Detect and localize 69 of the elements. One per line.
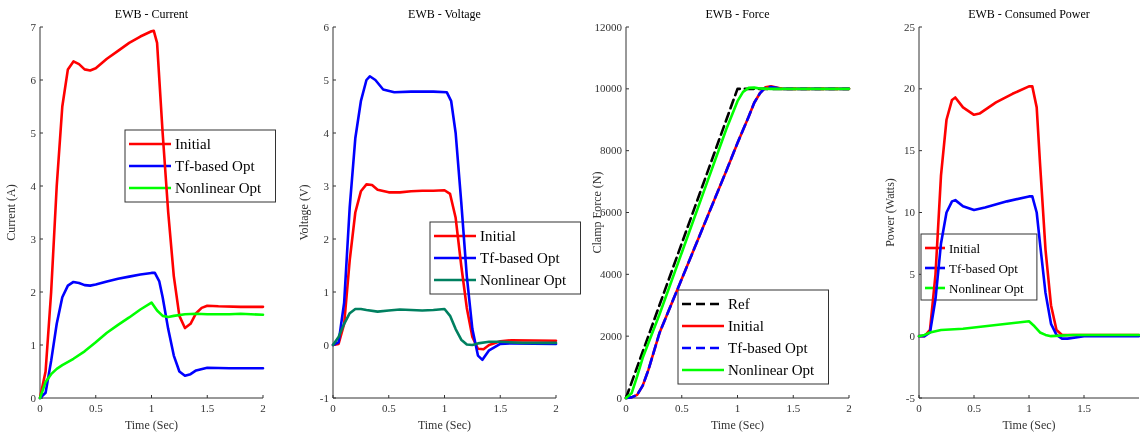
chart-title: EWB - Force: [705, 7, 770, 21]
y-tick-label: 3: [30, 232, 37, 245]
legend-label: Initial: [175, 136, 211, 153]
chart-title: EWB - Consumed Power: [968, 7, 1090, 21]
y-tick-label: 0: [909, 329, 916, 342]
x-tick-label: 1: [441, 402, 448, 414]
y-tick-label: 6000: [600, 206, 623, 219]
legend-label: Initial: [480, 228, 516, 245]
legend-label: Nonlinear Opt: [949, 280, 1025, 296]
y-tick-label: 10000: [594, 82, 623, 95]
y-tick-label: 2: [323, 232, 329, 245]
y-tick-label: 5: [323, 73, 330, 86]
legend-label: Tf-based Opt: [175, 158, 256, 175]
y-tick-label: 25: [904, 20, 916, 33]
legend-label: Initial: [728, 318, 764, 335]
x-tick-label: 0.5: [88, 402, 104, 414]
y-tick-label: 1: [30, 338, 36, 351]
legend-label: Tf-based Opt: [480, 250, 561, 267]
x-tick-label: 2: [260, 402, 266, 414]
legend-label: Tf-based Opt: [949, 260, 1019, 276]
legend-label: Initial: [949, 240, 981, 256]
y-tick-label: 10: [904, 206, 916, 219]
x-tick-label: 0.5: [967, 402, 982, 414]
x-tick-label: 1.5: [493, 402, 508, 414]
x-tick-label: 0.5: [674, 402, 690, 414]
x-tick-label: 1.5: [786, 402, 801, 414]
x-axis-title: Time (Sec): [1002, 418, 1056, 432]
y-tick-label: 0: [616, 391, 623, 404]
y-tick-label: 6: [30, 73, 37, 86]
y-tick-label: 15: [904, 144, 916, 157]
y-tick-label: 20: [904, 82, 916, 95]
y-tick-label: 0: [323, 338, 330, 351]
y-tick-label: 7: [30, 20, 37, 33]
x-tick-label: 1: [1026, 402, 1032, 414]
y-tick-label: 5: [909, 267, 916, 280]
legend-label: Nonlinear Opt: [175, 180, 263, 197]
x-tick-label: 1: [148, 402, 155, 414]
y-tick-label: 4: [323, 126, 330, 139]
legend-label: Ref: [728, 296, 750, 313]
y-tick-label: 2: [30, 285, 36, 298]
y-tick-label: 12000: [594, 20, 623, 33]
x-tick-label: 1.5: [1077, 402, 1092, 414]
legend-label: Tf-based Opt: [728, 340, 809, 357]
y-tick-label: 3: [323, 179, 330, 192]
chart-title: EWB - Current: [114, 7, 189, 21]
chart-title: EWB - Voltage: [408, 7, 481, 21]
y-tick-label: 1: [323, 285, 329, 298]
x-tick-label: 0.5: [381, 402, 397, 414]
y-tick-label: 0: [30, 391, 37, 404]
x-tick-label: 1.5: [200, 402, 215, 414]
y-tick-label: 6: [323, 20, 330, 33]
y-axis-title: Current (A): [4, 184, 18, 241]
y-tick-label: 2000: [600, 329, 623, 342]
y-tick-label: 5: [30, 126, 37, 139]
y-tick-label: 4: [30, 179, 37, 192]
x-axis-title: Time (Sec): [417, 418, 472, 432]
x-axis-title: Time (Sec): [124, 418, 179, 432]
legend-label: Nonlinear Opt: [480, 272, 568, 289]
y-tick-label: -1: [319, 391, 329, 404]
legend-label: Nonlinear Opt: [728, 362, 816, 379]
x-tick-label: 1: [734, 402, 741, 414]
x-tick-label: 2: [846, 402, 852, 414]
y-tick-label: 8000: [600, 144, 623, 157]
y-tick-label: 4000: [600, 267, 623, 280]
x-axis-title: Time (Sec): [710, 418, 765, 432]
y-axis-title: Power (Watts): [883, 178, 897, 247]
y-tick-label: -5: [905, 391, 916, 404]
y-axis-title: Voltage (V): [297, 184, 311, 241]
x-tick-label: 2: [553, 402, 559, 414]
